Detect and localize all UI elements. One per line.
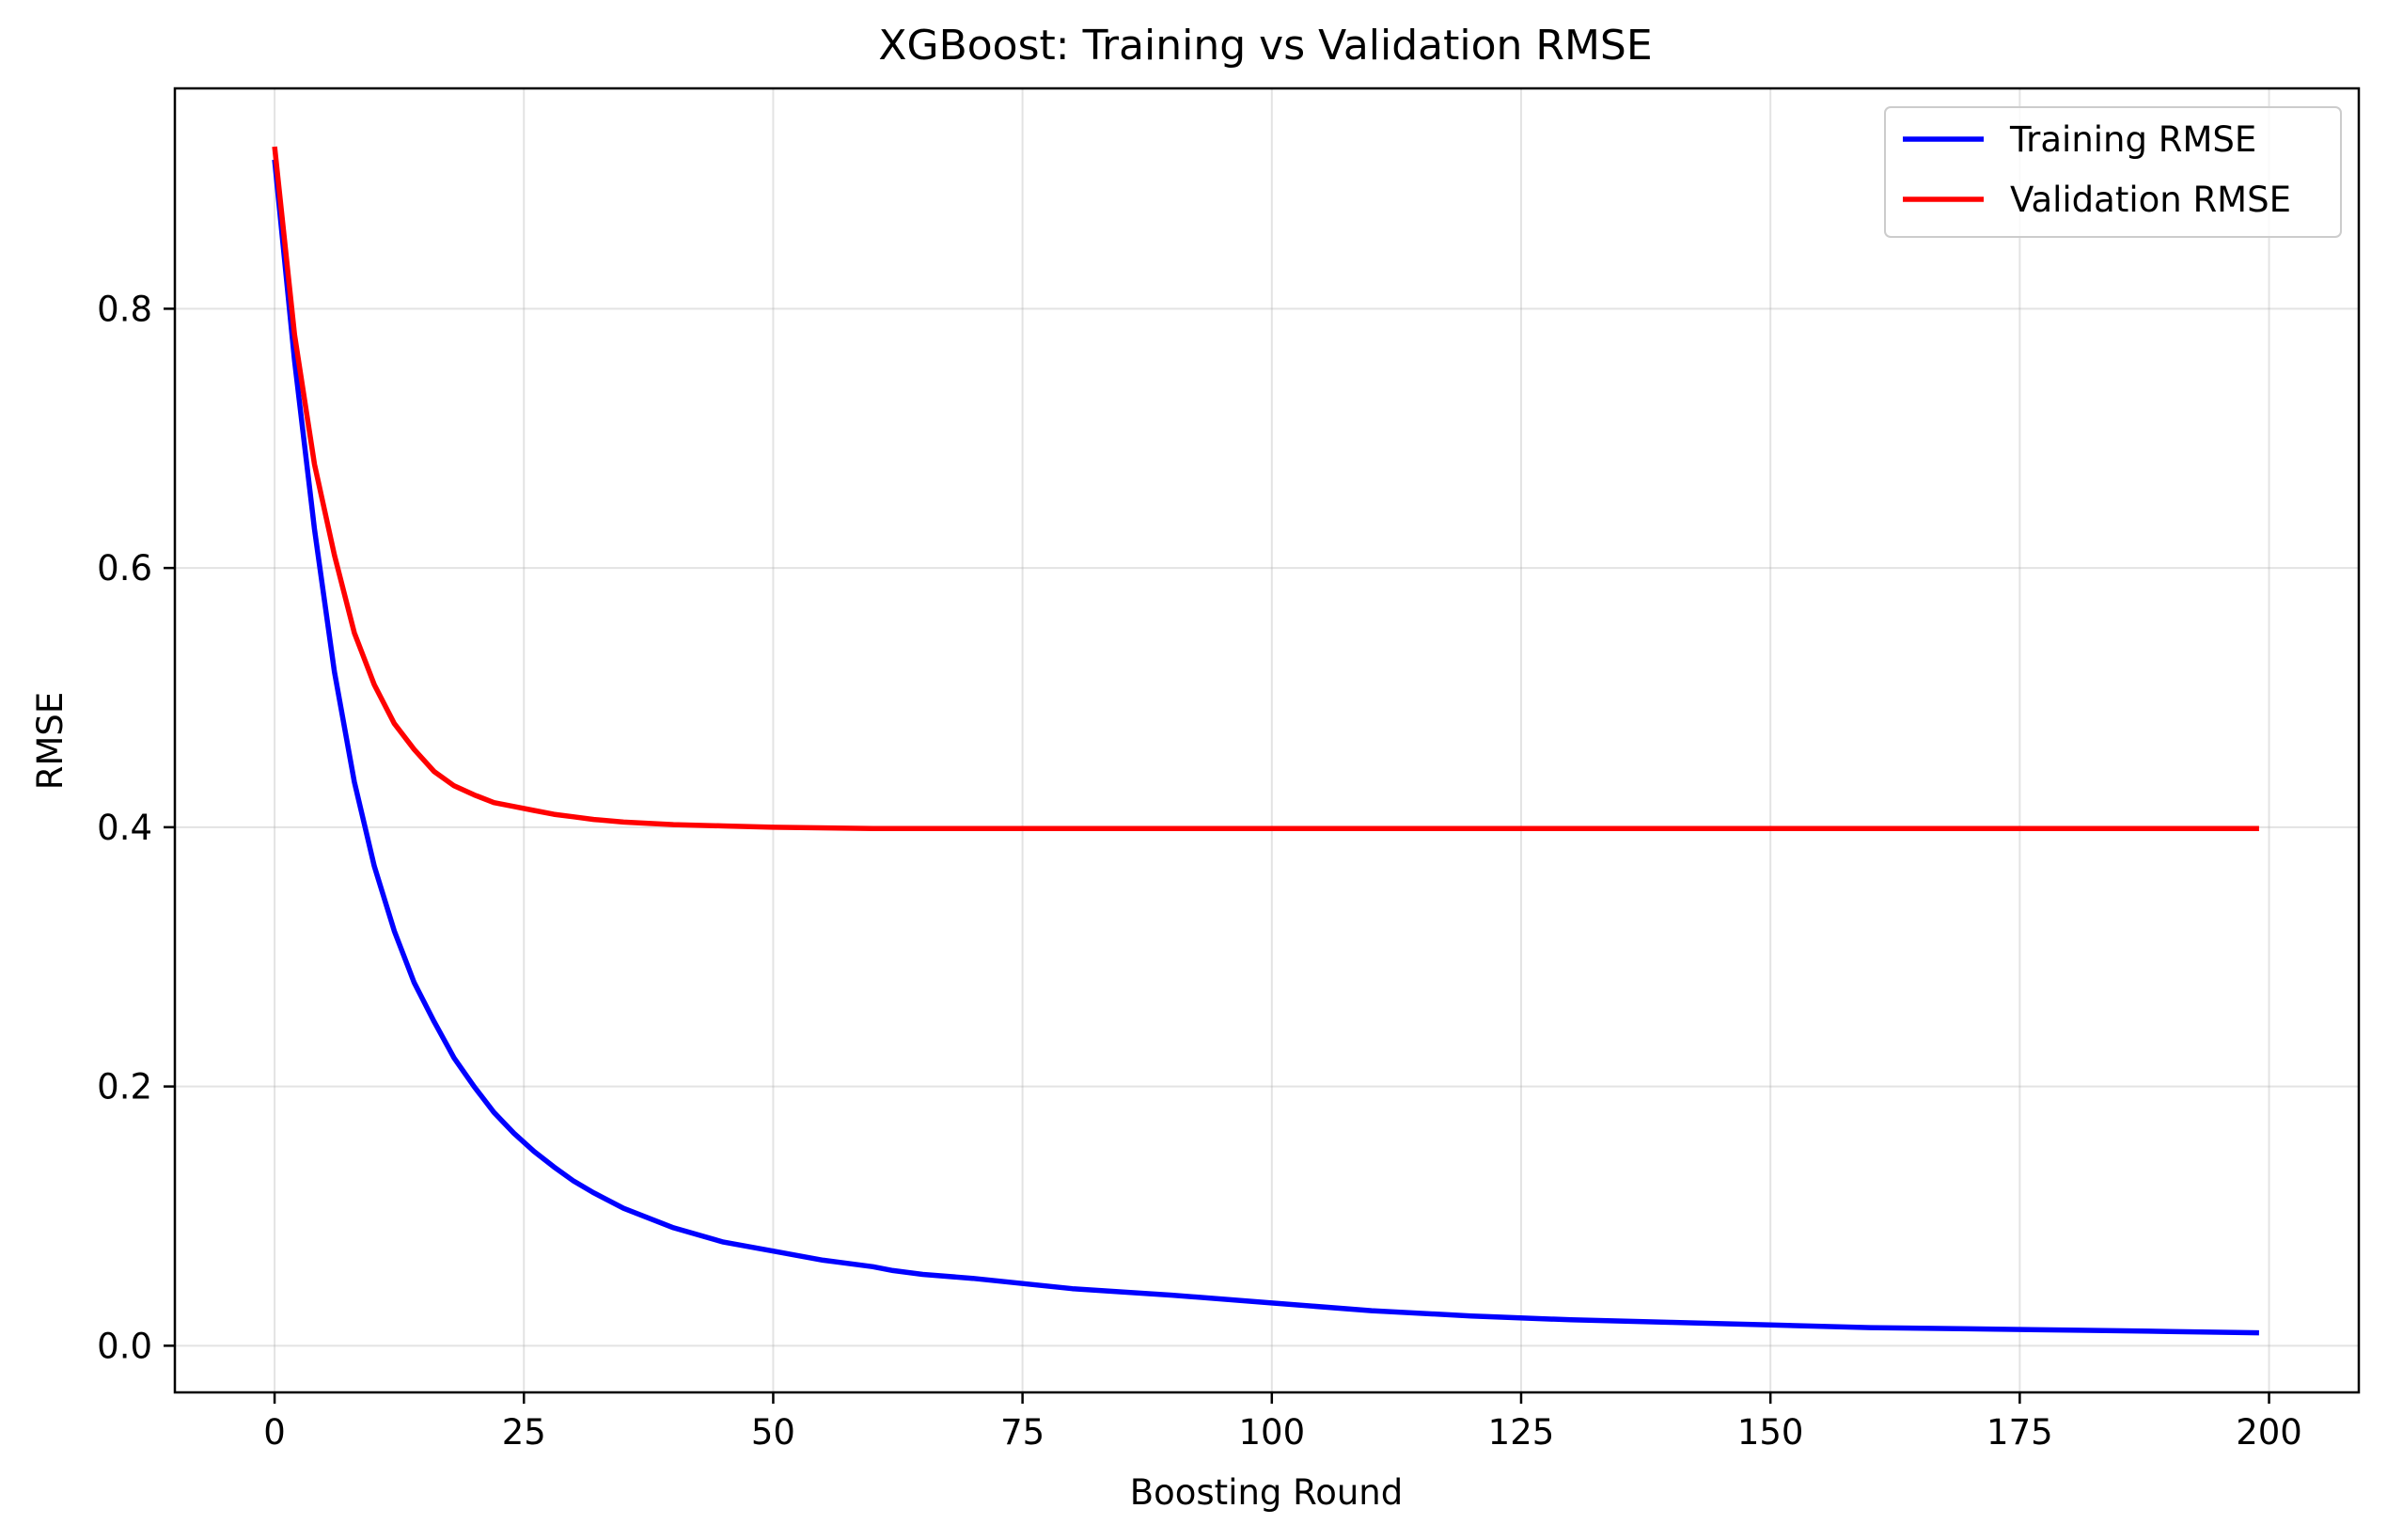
legend-box xyxy=(1884,106,2342,238)
x-tick-label: 0 xyxy=(263,1412,286,1453)
legend-label-training: Training RMSE xyxy=(2009,119,2256,160)
series-line-validation xyxy=(272,146,2259,832)
y-axis-label: RMSE xyxy=(30,692,71,791)
chart-title: XGBoost: Training vs Validation RMSE xyxy=(878,22,1652,70)
y-tick-label: 0.6 xyxy=(97,548,152,589)
x-tick-label: 200 xyxy=(2236,1412,2302,1453)
y-tick-label: 0.8 xyxy=(97,289,152,329)
x-tick-label: 175 xyxy=(1987,1412,2053,1453)
y-tick-label: 0.2 xyxy=(97,1067,152,1108)
x-tick-label: 100 xyxy=(1238,1412,1305,1453)
y-tick-label: 0.0 xyxy=(97,1326,152,1366)
x-tick-label: 50 xyxy=(751,1412,795,1453)
series-layer xyxy=(272,146,2259,1336)
x-axis-label: Boosting Round xyxy=(1130,1472,1404,1513)
x-tick-label: 125 xyxy=(1488,1412,1555,1453)
ticks-layer: 0 25 50 75 100 125 150 175 200 0.0 0.2 0.4 0.6 0.8 xyxy=(97,289,2302,1453)
x-tick-label: 25 xyxy=(502,1412,546,1453)
series-line-training xyxy=(272,159,2259,1336)
plot-frame xyxy=(173,86,2361,1394)
y-tick-label: 0.4 xyxy=(97,808,152,848)
x-tick-label: 75 xyxy=(1000,1412,1044,1453)
grid-layer xyxy=(175,88,2359,1392)
legend: Training RMSE Validation RMSE xyxy=(1884,106,2342,238)
legend-label-validation: Validation RMSE xyxy=(2010,180,2291,220)
x-tick-label: 150 xyxy=(1737,1412,1804,1453)
